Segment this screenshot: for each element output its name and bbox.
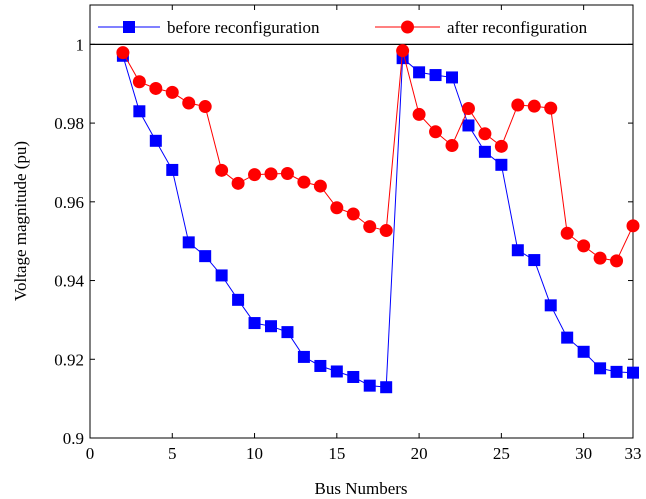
x-tick-label: 30 <box>575 444 592 463</box>
y-tick-label: 1 <box>76 35 85 54</box>
data-point <box>166 163 179 176</box>
legend: before reconfiguration after reconfigurat… <box>98 18 588 37</box>
data-point <box>626 219 640 233</box>
x-tick-label: 0 <box>86 444 95 463</box>
y-tick-label: 0.9 <box>63 429 84 448</box>
legend-marker <box>123 21 135 33</box>
data-point <box>248 317 261 330</box>
data-point <box>478 127 492 141</box>
data-point <box>527 99 541 113</box>
x-tick-label: 5 <box>168 444 177 463</box>
data-point <box>198 100 212 114</box>
data-point <box>330 365 343 378</box>
data-point <box>494 139 508 153</box>
data-point <box>347 370 360 383</box>
y-axis-ticks: 0.9 0.92 0.94 0.96 0.98 1 <box>54 35 633 448</box>
data-point <box>429 69 442 82</box>
data-point <box>346 207 360 221</box>
x-axis-ticks: 0 5 10 15 20 25 30 33 <box>86 5 642 463</box>
data-point <box>561 331 574 344</box>
data-point <box>511 244 524 257</box>
data-point <box>149 134 162 147</box>
data-point <box>265 320 277 333</box>
data-point <box>116 46 130 60</box>
data-point <box>215 269 228 282</box>
x-tick-label: 25 <box>493 444 510 463</box>
data-point <box>593 251 607 265</box>
x-tick-label: 20 <box>411 444 428 463</box>
data-point <box>133 105 146 118</box>
data-point <box>412 107 426 121</box>
data-point <box>544 101 558 115</box>
data-point <box>232 293 245 306</box>
data-point <box>413 66 426 79</box>
data-point <box>560 226 574 240</box>
data-point <box>281 326 294 339</box>
data-point <box>577 239 591 253</box>
data-point <box>363 379 376 392</box>
data-point <box>544 299 557 312</box>
data-point <box>314 359 327 372</box>
data-point <box>297 350 310 363</box>
data-point <box>199 250 212 263</box>
plot-area-frame <box>89 4 634 439</box>
data-point <box>462 119 475 132</box>
data-point <box>627 366 639 379</box>
data-point <box>511 98 525 112</box>
data-point <box>165 85 179 99</box>
series-layer <box>116 44 640 394</box>
series-after <box>116 44 640 268</box>
data-point <box>313 179 327 193</box>
data-point <box>577 345 590 358</box>
data-point <box>380 381 393 394</box>
y-tick-label: 0.96 <box>54 193 84 212</box>
data-point <box>478 145 491 158</box>
data-point <box>461 102 475 116</box>
data-point <box>379 224 393 238</box>
legend-item: after reconfiguration <box>375 18 588 37</box>
y-tick-label: 0.92 <box>54 350 84 369</box>
y-tick-label: 0.98 <box>54 114 84 133</box>
data-point <box>215 163 229 177</box>
x-tick-label: 15 <box>328 444 345 463</box>
data-point <box>264 167 278 181</box>
series-before <box>116 49 639 394</box>
legend-marker <box>401 20 414 34</box>
data-point <box>396 44 410 58</box>
data-point <box>610 365 623 378</box>
data-point <box>132 75 146 89</box>
data-point <box>445 139 459 153</box>
data-point <box>182 236 195 249</box>
data-point <box>528 254 541 267</box>
legend-label: before reconfiguration <box>167 18 320 37</box>
data-point <box>149 81 163 95</box>
data-point <box>495 158 508 171</box>
data-point <box>280 166 294 180</box>
data-point <box>363 220 377 234</box>
data-point <box>446 71 458 84</box>
x-tick-label: 10 <box>246 444 263 463</box>
x-axis-title: Bus Numbers <box>314 479 407 498</box>
x-tick-label: 33 <box>625 444 642 463</box>
legend-item: before reconfiguration <box>98 18 320 37</box>
y-axis-title: Voltage magnitude (pu) <box>11 141 30 301</box>
data-point <box>182 96 196 110</box>
data-point <box>248 168 262 182</box>
legend-label: after reconfiguration <box>447 18 588 37</box>
data-point <box>429 125 443 139</box>
data-point <box>297 175 311 189</box>
data-point <box>231 176 245 190</box>
y-tick-label: 0.94 <box>54 272 84 291</box>
data-point <box>594 362 607 375</box>
data-point <box>330 201 344 215</box>
data-point <box>610 254 624 268</box>
